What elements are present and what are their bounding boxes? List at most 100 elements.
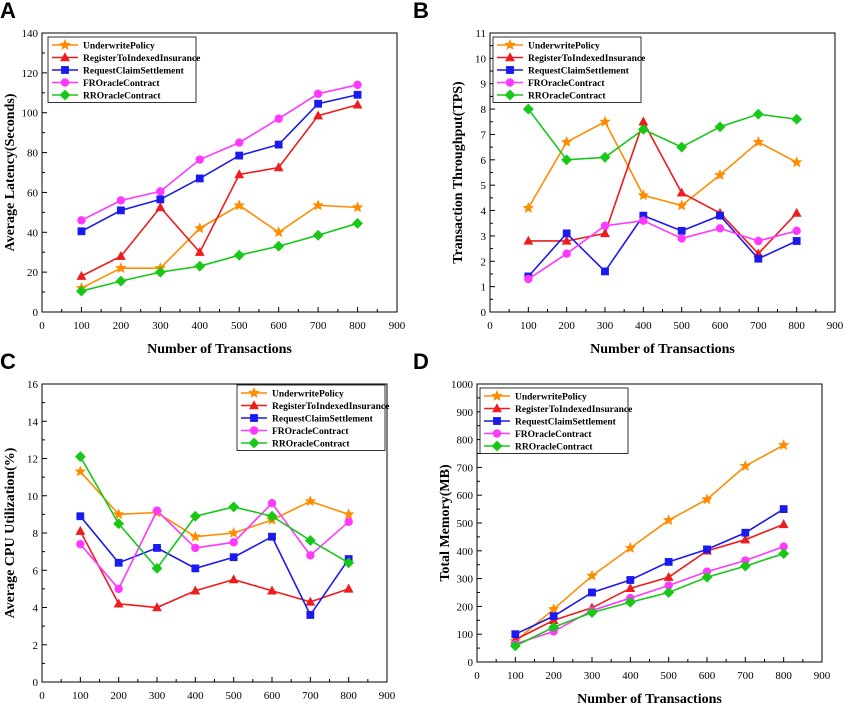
legend-label-rroraclecontract: RROracleContract — [515, 442, 593, 452]
legend-marker-registertoindexedinsurance — [249, 400, 259, 410]
y-tick-label: 11 — [475, 28, 486, 40]
y-tick-label: 400 — [457, 546, 474, 558]
data-point-requestclaimsettlement — [191, 564, 200, 573]
data-point-froraclecontract — [77, 216, 86, 225]
legend-marker-rroraclecontract — [491, 440, 503, 452]
data-point-froraclecontract — [235, 138, 244, 147]
y-tick-label: 200 — [457, 601, 474, 613]
legend-label-registertoindexedinsurance: RegisterToIndexedInsurance — [528, 54, 645, 64]
chart-panel-a: A 0 100 200 300 400 500 600 700 800 900 0 20 40 60 80 10… — [0, 0, 406, 357]
data-point-rroraclecontract — [74, 451, 86, 463]
x-tick-label: 800 — [775, 670, 792, 682]
data-point-registertoindexedinsurance — [600, 228, 610, 238]
series-line-registertoindexedinsurance — [514, 523, 784, 641]
legend-marker-registertoindexedinsurance — [60, 52, 70, 62]
y-tick-label: 0 — [468, 657, 474, 669]
legend-label-rroraclecontract: RROracleContract — [83, 91, 161, 101]
data-point-rroraclecontract — [194, 260, 206, 272]
data-point-rroraclecontract — [312, 229, 324, 241]
data-point-rroraclecontract — [522, 103, 534, 115]
x-axis-title: Number of Transactions — [590, 342, 735, 357]
data-point-underwritepolicy — [790, 156, 803, 168]
x-tick-label: 100 — [73, 320, 90, 332]
data-point-requestclaimsettlement — [235, 151, 244, 160]
x-tick-label: 400 — [622, 670, 639, 682]
data-point-underwritepolicy — [74, 465, 87, 477]
data-point-registertoindexedinsurance — [155, 202, 166, 212]
data-point-registertoindexedinsurance — [75, 525, 86, 535]
legend-marker-froraclecontract — [60, 78, 70, 87]
data-point-froraclecontract — [267, 499, 277, 508]
x-axis-title: Number of Transactions — [577, 692, 722, 703]
x-tick-label: 700 — [302, 690, 319, 702]
legend: UnderwritePolicy RegisterToIndexedInsuran… — [492, 36, 645, 103]
legend-label-requestclaimsettlement: RequestClaimSettlement — [83, 66, 185, 76]
data-point-froraclecontract — [195, 155, 204, 164]
legend: UnderwritePolicy RegisterToIndexedInsuran… — [47, 36, 200, 103]
data-point-froraclecontract — [229, 538, 238, 547]
data-point-requestclaimsettlement — [353, 90, 362, 99]
y-tick-label: 2 — [33, 640, 39, 652]
legend-label-froraclecontract: FROracleContract — [528, 79, 605, 89]
data-point-rroraclecontract — [266, 510, 278, 522]
data-point-requestclaimsettlement — [116, 206, 125, 215]
data-point-registertoindexedinsurance — [523, 235, 534, 245]
series-line-requestclaimsettlement — [79, 515, 350, 617]
series-line-rroraclecontract — [514, 552, 784, 647]
legend-label-froraclecontract: FROracleContract — [83, 79, 160, 89]
data-point-underwritepolicy — [752, 136, 765, 147]
data-point-requestclaimsettlement — [306, 611, 315, 619]
y-tick-label: 80 — [27, 148, 39, 160]
data-point-rroraclecontract — [228, 501, 240, 513]
legend-marker-requestclaimsettlement — [493, 417, 501, 425]
legend-label-underwritepolicy: UnderwritePolicy — [272, 389, 344, 399]
data-point-underwritepolicy — [351, 201, 364, 213]
x-tick-label: 500 — [660, 670, 677, 682]
series-line-froraclecontract — [79, 501, 350, 591]
data-point-registertoindexedinsurance — [305, 596, 316, 606]
y-tick-label: 40 — [27, 227, 39, 239]
series-line-froraclecontract — [515, 545, 784, 645]
x-tick-label: 0 — [39, 690, 45, 702]
y-axis-title: Average CPU Utilization(%) — [3, 447, 18, 618]
x-axis-title: Number of Transactions — [147, 342, 292, 357]
data-point-underwritepolicy — [342, 508, 355, 520]
data-point-rroraclecontract — [115, 275, 127, 287]
data-point-requestclaimsettlement — [792, 237, 801, 245]
legend-label-rroraclecontract: RROracleContract — [272, 439, 350, 449]
legend-marker-froraclecontract — [505, 78, 515, 87]
data-point-underwritepolicy — [599, 115, 611, 127]
y-tick-label: 0 — [481, 307, 487, 319]
data-point-froraclecontract — [639, 216, 648, 225]
y-tick-label: 7 — [481, 129, 487, 141]
data-point-rroraclecontract — [151, 562, 163, 574]
series-line-underwritepolicy — [527, 120, 798, 209]
series-line-registertoindexedinsurance — [81, 103, 358, 277]
y-tick-label: 12 — [27, 454, 38, 466]
x-tick-label: 400 — [635, 320, 652, 332]
data-point-froraclecontract — [152, 506, 162, 515]
data-point-requestclaimsettlement — [588, 588, 596, 597]
data-point-froraclecontract — [274, 114, 283, 123]
data-point-rroraclecontract — [304, 535, 316, 546]
data-point-rroraclecontract — [752, 108, 764, 120]
y-tick-label: 16 — [27, 379, 39, 391]
y-tick-label: 4 — [481, 206, 487, 218]
x-tick-label: 100 — [520, 320, 537, 332]
y-tick-label: 1000 — [451, 379, 474, 391]
data-point-requestclaimsettlement — [549, 612, 558, 621]
series-line-froraclecontract — [81, 84, 358, 222]
legend-label-froraclecontract: FROracleContract — [515, 430, 592, 440]
x-tick-label: 900 — [827, 320, 844, 332]
x-tick-label: 600 — [699, 670, 716, 682]
data-point-registertoindexedinsurance — [190, 585, 201, 595]
data-point-underwritepolicy — [701, 493, 713, 505]
data-point-underwritepolicy — [189, 530, 202, 542]
data-point-froraclecontract — [116, 196, 126, 205]
data-point-requestclaimsettlement — [153, 543, 161, 552]
legend-marker-registertoindexedinsurance — [505, 52, 515, 62]
data-point-rroraclecontract — [714, 121, 726, 133]
data-point-froraclecontract — [156, 187, 165, 196]
y-axis-title: Transaction Throughput(TPS) — [451, 81, 466, 264]
x-tick-label: 100 — [507, 670, 524, 682]
